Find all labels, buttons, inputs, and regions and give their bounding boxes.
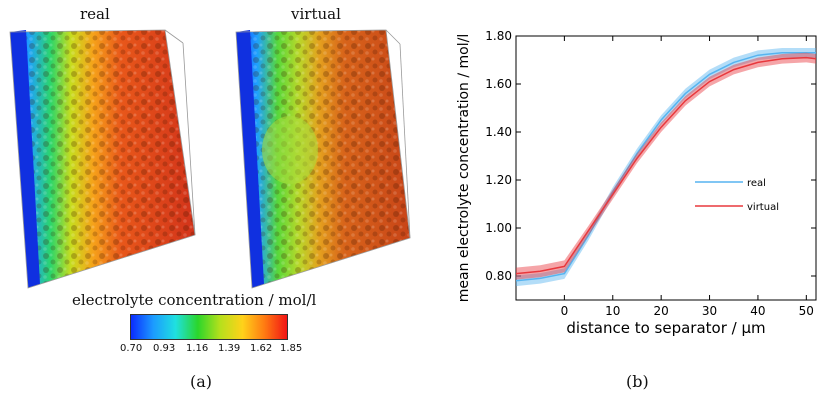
y-axis-label: mean electrolyte concentration / mol/l [456, 34, 472, 302]
y-tick-label: 1.20 [485, 173, 512, 187]
colorbar-tick: 0.93 [153, 343, 176, 354]
y-tick-label: 1.00 [485, 221, 512, 235]
x-tick-label: 50 [799, 304, 814, 318]
y-tick-label: 1.60 [485, 77, 512, 91]
y-tick-label: 0.80 [485, 269, 512, 283]
x-tick-label: 10 [605, 304, 620, 318]
volume-virtual [235, 29, 411, 289]
x-axis-label: distance to separator / μm [566, 319, 765, 337]
colorbar-title: electrolyte concentration / mol/l [72, 291, 317, 309]
caption-a: (a) [190, 372, 213, 391]
x-tick-label: 0 [561, 304, 569, 318]
band-real [516, 48, 816, 287]
x-tick-label: 20 [654, 304, 669, 318]
plot-frame [515, 35, 817, 301]
x-tick-label: 30 [702, 304, 717, 318]
line-chart: 0.80 1.00 1.20 1.40 1.60 1.80 0 10 20 30 40 50 dista… [456, 29, 817, 337]
colorbar-ticks: 0.70 0.93 1.16 1.39 1.62 1.85 [120, 343, 302, 357]
series-line-real [516, 52, 816, 282]
colorbar-tick: 1.62 [250, 343, 273, 354]
volume-title-virtual: virtual [291, 5, 341, 23]
colorbar-tick: 1.16 [186, 343, 209, 354]
colorbar-tick: 0.70 [120, 343, 143, 354]
colorbar-tick: 1.85 [280, 343, 303, 354]
legend-label-virtual: virtual [747, 202, 779, 213]
legend-label-real: real [747, 178, 766, 189]
y-tick-label: 1.40 [485, 125, 512, 139]
x-tick-label: 40 [750, 304, 765, 318]
volume-renderings [9, 29, 411, 289]
colorbar [130, 314, 288, 340]
caption-b: (b) [626, 372, 649, 391]
colorbar-tick: 1.39 [218, 343, 241, 354]
band-virtual [516, 52, 816, 280]
y-tick-label: 1.80 [485, 29, 512, 43]
volume-title-real: real [80, 5, 110, 23]
volume-real [9, 29, 196, 289]
series-line-virtual [516, 56, 816, 275]
